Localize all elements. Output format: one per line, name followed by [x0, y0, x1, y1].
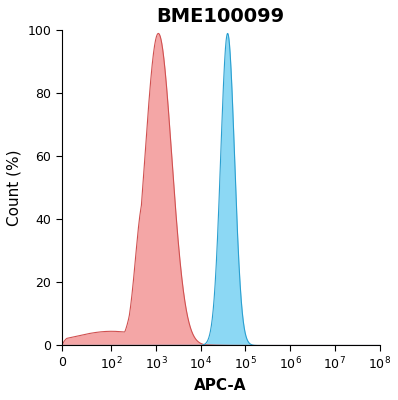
X-axis label: APC-A: APC-A: [194, 378, 247, 393]
Title: BME100099: BME100099: [156, 7, 285, 26]
Y-axis label: Count (%): Count (%): [7, 150, 22, 226]
